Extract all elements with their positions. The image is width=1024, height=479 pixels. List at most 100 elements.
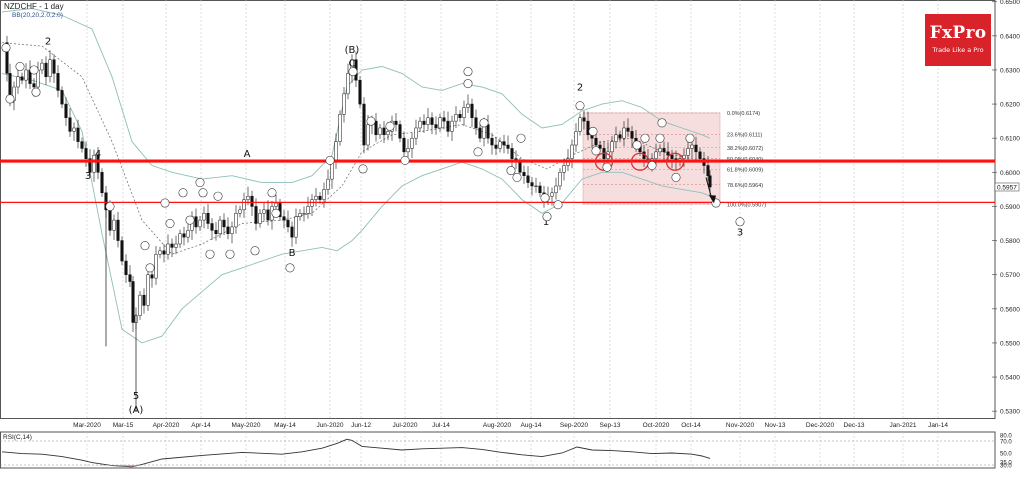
candle-bull (146, 274, 150, 306)
x-tick-label: Apr-2020 (153, 422, 180, 429)
sub-wave-marker (553, 200, 563, 210)
candle-bull (414, 127, 418, 139)
candle-bear (32, 83, 36, 88)
candle-bear (708, 175, 712, 188)
chart-title: NZDCHF - 1 day (4, 2, 64, 11)
candle-bear (210, 223, 214, 231)
candle-bull (342, 93, 346, 115)
candle-bull (550, 192, 554, 197)
sub-wave-marker (506, 166, 516, 176)
sub-wave-marker (225, 249, 235, 259)
candle-bull (138, 294, 142, 316)
candle-bear (68, 117, 72, 132)
sub-wave-marker (463, 79, 473, 89)
candle-bear (80, 141, 84, 149)
sub-wave-marker (1, 43, 11, 53)
candle-bear (254, 206, 258, 224)
sub-wave-marker (178, 188, 188, 198)
candle-bull (92, 155, 96, 173)
sub-wave-marker (588, 126, 598, 136)
candle-bull (570, 144, 574, 159)
candle-bull (166, 243, 170, 255)
candle-bull (654, 151, 658, 159)
y-tick-label: 0.5500 (1000, 340, 1020, 347)
candle-bear (382, 127, 386, 136)
sub-wave-marker (29, 65, 39, 75)
bollinger-middle-band (1, 42, 711, 255)
x-tick-label: Oct-2020 (643, 422, 670, 429)
candle-bull (158, 250, 162, 255)
candle-bear (526, 175, 530, 183)
candle-bull (534, 185, 538, 188)
sub-wave-marker (385, 121, 395, 131)
resistance-test-circle (665, 152, 685, 171)
y-tick-label: 0.5800 (1000, 238, 1020, 245)
candle-bear (20, 76, 24, 81)
x-tick-label: Jun-2020 (316, 422, 343, 429)
candle-bull (686, 148, 690, 156)
candle-bear (470, 103, 474, 118)
candle-bear (586, 120, 590, 136)
rsi-oversold-fill (57, 465, 147, 467)
candle-bull (346, 73, 350, 95)
candle-bear (5, 42, 9, 74)
candle-bull (366, 124, 370, 146)
candle-bear (286, 219, 290, 228)
candle-bear (530, 182, 534, 187)
sub-wave-marker (542, 212, 552, 222)
candle-bull (238, 209, 242, 214)
candle-bull (48, 59, 52, 78)
candle-bear (170, 243, 174, 248)
candle-bear (96, 155, 100, 173)
candle-bear (108, 209, 112, 231)
x-tick-label: Nov-13 (765, 422, 786, 429)
sub-wave-marker (640, 133, 650, 143)
projection-arrowhead (709, 195, 716, 204)
candle-bull (306, 206, 310, 214)
candle-bear (630, 131, 634, 139)
sub-wave-marker (575, 101, 585, 111)
candle-bear (694, 144, 698, 153)
sub-wave-marker (15, 62, 25, 72)
sub-wave-marker (198, 188, 208, 198)
candle-bear (618, 134, 622, 139)
sub-wave-marker (657, 118, 667, 128)
x-tick-label: Nov-2020 (726, 422, 755, 429)
wave-label: 5 (133, 391, 139, 402)
price-pane-frame (0, 0, 996, 419)
y-tick-label: 0.6200 (1000, 102, 1020, 109)
candle-bull (24, 69, 28, 81)
sub-wave-marker (195, 178, 205, 188)
wave-label: (B) (345, 45, 360, 56)
candle-bear (506, 144, 510, 149)
x-tick-label: May-2020 (232, 422, 261, 429)
candle-bull (426, 117, 430, 125)
candle-bear (502, 141, 506, 146)
candle-bear (666, 151, 670, 156)
candle-bull (174, 243, 178, 248)
candle-bear (282, 216, 286, 221)
candle-bear (594, 137, 598, 146)
x-tick-label: Jan-2021 (889, 422, 916, 429)
y-tick-label: 0.6500 (1000, 0, 1020, 6)
candle-bear (52, 59, 56, 74)
x-tick-label: May-14 (274, 422, 296, 429)
candle-bear (318, 195, 322, 200)
candle-bear (222, 219, 226, 228)
candle-bear (458, 114, 462, 118)
candle-bear (214, 230, 218, 234)
y-tick-label: 0.6300 (1000, 67, 1020, 74)
candle-bear (358, 79, 362, 105)
x-tick-label: Dec-13 (844, 422, 865, 429)
candle-bear (442, 117, 446, 122)
candle-bear (490, 137, 494, 146)
fxpro-logo: FxPro Trade Like a Pro (925, 14, 991, 66)
wave-label: 3 (85, 171, 91, 182)
wave-label: C (349, 59, 356, 70)
x-tick-label: Dec-2020 (806, 422, 835, 429)
sub-wave-marker (463, 67, 473, 77)
sub-wave-marker (185, 215, 195, 225)
sub-wave-marker (250, 246, 260, 256)
candle-bull (274, 202, 278, 207)
